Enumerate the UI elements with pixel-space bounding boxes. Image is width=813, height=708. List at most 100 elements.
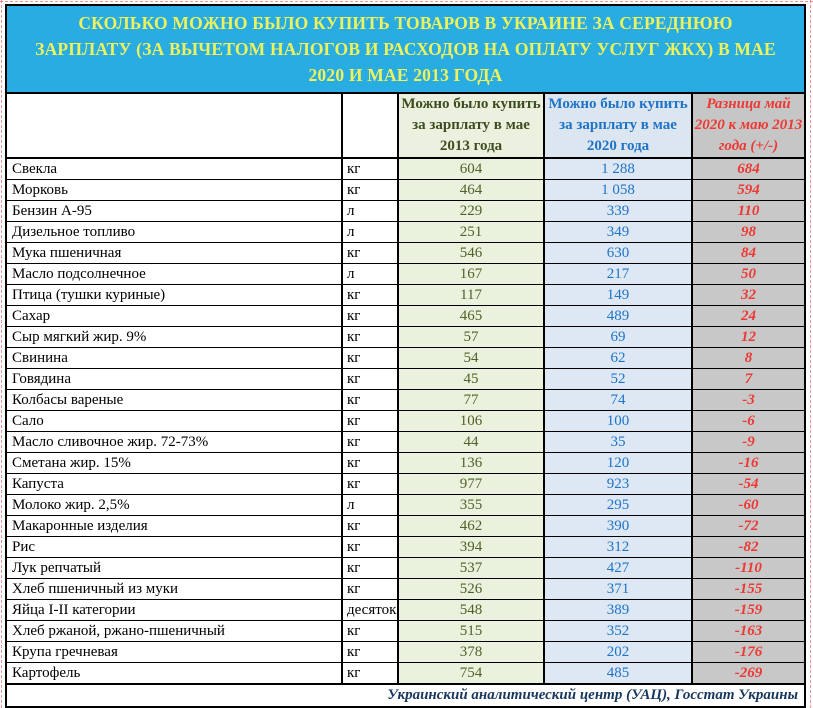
value-diff-cell: 24 <box>691 305 806 327</box>
table-row: Макаронные изделия кг 462 390 -72 <box>5 515 806 537</box>
value-2020-cell: 120 <box>543 452 693 474</box>
table-row: Птица (тушки куриные) кг 117 149 32 <box>5 284 806 306</box>
table-row: Молоко жир. 2,5% л 355 295 -60 <box>5 494 806 516</box>
value-2020-cell: 52 <box>543 368 693 390</box>
header-empty-product <box>5 92 343 159</box>
product-name-cell: Рис <box>5 536 343 558</box>
value-2020-cell: 295 <box>543 494 693 516</box>
product-name-cell: Колбасы вареные <box>5 389 343 411</box>
value-2013-cell: 604 <box>397 157 545 180</box>
column-header-2013: Можно было купить за зарплату в мае 2013… <box>397 92 545 159</box>
product-name-cell: Дизельное топливо <box>5 221 343 243</box>
value-2013-cell: 54 <box>397 347 545 369</box>
unit-cell: кг <box>341 368 399 390</box>
value-2013-cell: 355 <box>397 494 545 516</box>
product-name-cell: Сметана жир. 15% <box>5 452 343 474</box>
value-2020-cell: 371 <box>543 578 693 600</box>
table-row: Говядина кг 45 52 7 <box>5 368 806 390</box>
value-diff-cell: 8 <box>691 347 806 369</box>
value-diff-cell: -269 <box>691 662 806 685</box>
value-diff-cell: 594 <box>691 179 806 201</box>
table-row: Масло сливочное жир. 72-73% кг 44 35 -9 <box>5 431 806 453</box>
unit-cell: л <box>341 200 399 222</box>
title-row: СКОЛЬКО МОЖНО БЫЛО КУПИТЬ ТОВАРОВ В УКРА… <box>5 4 806 94</box>
value-2020-cell: 217 <box>543 263 693 285</box>
value-diff-cell: -9 <box>691 431 806 453</box>
column-header-row: Можно было купить за зарплату в мае 2013… <box>5 92 806 159</box>
table-row: Сметана жир. 15% кг 136 120 -16 <box>5 452 806 474</box>
value-2013-cell: 44 <box>397 431 545 453</box>
unit-cell: л <box>341 263 399 285</box>
product-name-cell: Крупа гречневая <box>5 641 343 663</box>
product-name-cell: Картофель <box>5 662 343 685</box>
unit-cell: кг <box>341 179 399 201</box>
value-2013-cell: 45 <box>397 368 545 390</box>
value-2020-cell: 352 <box>543 620 693 642</box>
product-name-cell: Морковь <box>5 179 343 201</box>
column-header-diff: Разница май 2020 к маю 2013 года (+/-) <box>691 92 806 159</box>
value-2013-cell: 515 <box>397 620 545 642</box>
value-2020-cell: 339 <box>543 200 693 222</box>
table-row: Сахар кг 465 489 24 <box>5 305 806 327</box>
value-diff-cell: 684 <box>691 157 806 180</box>
value-2013-cell: 546 <box>397 242 545 264</box>
table-row: Лук репчатый кг 537 427 -110 <box>5 557 806 579</box>
table-row: Свинина кг 54 62 8 <box>5 347 806 369</box>
value-diff-cell: -16 <box>691 452 806 474</box>
product-name-cell: Масло сливочное жир. 72-73% <box>5 431 343 453</box>
value-diff-cell: -6 <box>691 410 806 432</box>
product-name-cell: Бензин А-95 <box>5 200 343 222</box>
product-name-cell: Мука пшеничная <box>5 242 343 264</box>
unit-cell: кг <box>341 515 399 537</box>
unit-cell: кг <box>341 557 399 579</box>
value-2020-cell: 1 288 <box>543 157 693 180</box>
product-name-cell: Сало <box>5 410 343 432</box>
value-2020-cell: 923 <box>543 473 693 495</box>
product-name-cell: Лук репчатый <box>5 557 343 579</box>
value-2013-cell: 526 <box>397 578 545 600</box>
table-row: Колбасы вареные кг 77 74 -3 <box>5 389 806 411</box>
value-diff-cell: 32 <box>691 284 806 306</box>
unit-cell: кг <box>341 326 399 348</box>
value-2020-cell: 74 <box>543 389 693 411</box>
unit-cell: кг <box>341 431 399 453</box>
value-2020-cell: 349 <box>543 221 693 243</box>
unit-cell: кг <box>341 389 399 411</box>
value-diff-cell: -72 <box>691 515 806 537</box>
value-2013-cell: 462 <box>397 515 545 537</box>
product-name-cell: Макаронные изделия <box>5 515 343 537</box>
column-header-2020: Можно было купить за зарплату в мае 2020… <box>543 92 693 159</box>
unit-cell: л <box>341 494 399 516</box>
table-title: СКОЛЬКО МОЖНО БЫЛО КУПИТЬ ТОВАРОВ В УКРА… <box>5 4 806 94</box>
value-2013-cell: 977 <box>397 473 545 495</box>
value-diff-cell: 7 <box>691 368 806 390</box>
value-2020-cell: 202 <box>543 641 693 663</box>
table-row: Картофель кг 754 485 -269 <box>5 662 806 685</box>
product-name-cell: Свекла <box>5 157 343 180</box>
value-2020-cell: 427 <box>543 557 693 579</box>
value-diff-cell: -159 <box>691 599 806 621</box>
value-2013-cell: 57 <box>397 326 545 348</box>
value-2013-cell: 754 <box>397 662 545 685</box>
value-2020-cell: 35 <box>543 431 693 453</box>
value-2013-cell: 106 <box>397 410 545 432</box>
value-2013-cell: 464 <box>397 179 545 201</box>
unit-cell: кг <box>341 620 399 642</box>
table-row: Сыр мягкий жир. 9% кг 57 69 12 <box>5 326 806 348</box>
unit-cell: кг <box>341 578 399 600</box>
product-name-cell: Хлеб пшеничный из муки <box>5 578 343 600</box>
table-row: Хлеб пшеничный из муки кг 526 371 -155 <box>5 578 806 600</box>
page-break-line-top <box>0 1 813 2</box>
value-2013-cell: 394 <box>397 536 545 558</box>
unit-cell: кг <box>341 662 399 685</box>
table-row: Свекла кг 604 1 288 684 <box>5 157 806 180</box>
value-2013-cell: 537 <box>397 557 545 579</box>
footer-row: Украинский аналитический центр (УАЦ), Го… <box>5 683 806 708</box>
table-row: Капуста кг 977 923 -54 <box>5 473 806 495</box>
value-2013-cell: 117 <box>397 284 545 306</box>
value-2013-cell: 136 <box>397 452 545 474</box>
table-row: Сало кг 106 100 -6 <box>5 410 806 432</box>
table-row: Рис кг 394 312 -82 <box>5 536 806 558</box>
affordability-table: СКОЛЬКО МОЖНО БЫЛО КУПИТЬ ТОВАРОВ В УКРА… <box>5 4 806 708</box>
